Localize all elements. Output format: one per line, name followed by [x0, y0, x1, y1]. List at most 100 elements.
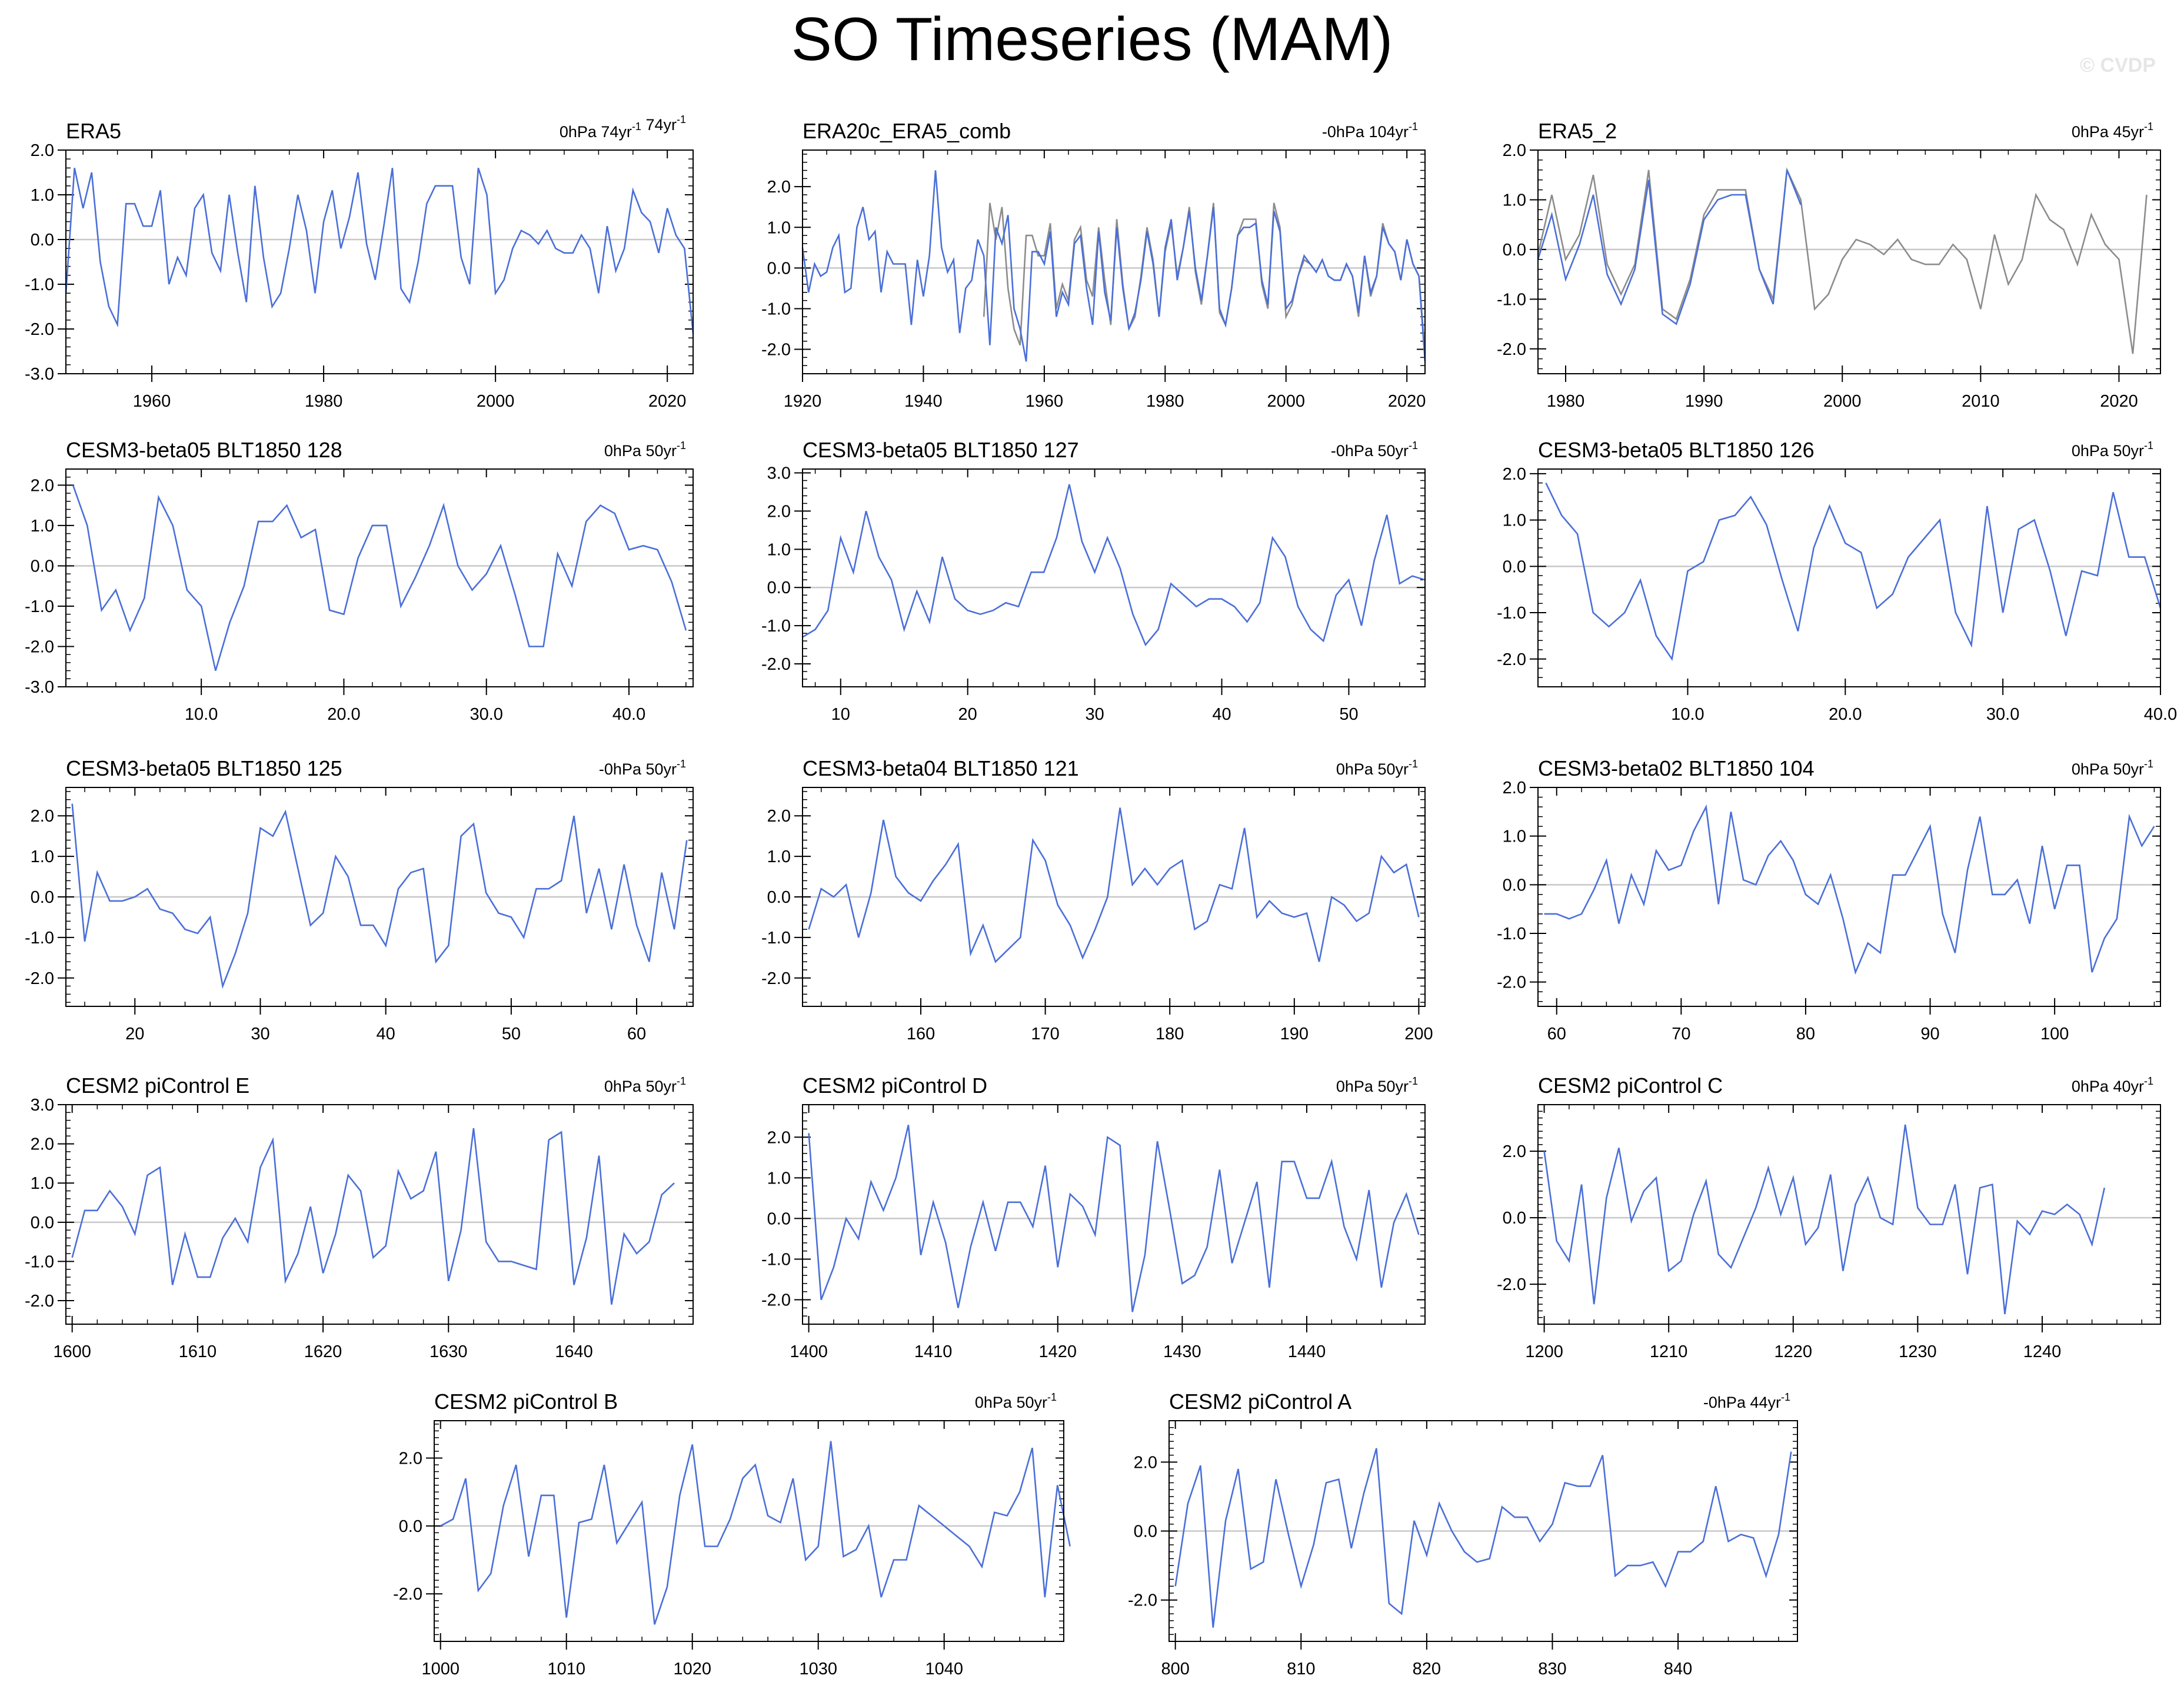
x-tick-label: 80	[1796, 1025, 1815, 1043]
x-tick-label: 1210	[1650, 1342, 1688, 1361]
x-tick-label: 190	[1280, 1025, 1309, 1043]
x-tick-label: 2000	[1267, 392, 1305, 411]
y-tick-label: 2.0	[31, 141, 54, 160]
x-tick-label: 1430	[1163, 1342, 1201, 1361]
x-tick-label: 200	[1404, 1025, 1433, 1043]
chart-title: CESM3-beta05 BLT1850 126	[1538, 438, 1815, 462]
x-tick-label: 820	[1413, 1660, 1441, 1678]
y-tick-label: -1.0	[25, 929, 54, 948]
y-tick-label: -1.0	[25, 275, 54, 294]
x-tick-label: 20.0	[327, 705, 360, 724]
chart-annotation: -0hPa 44yr-1	[1703, 1391, 1790, 1411]
x-tick-label: 180	[1156, 1025, 1184, 1043]
chart-panel-9: CESM3-beta02 BLT1850 104 0hPa 50yr-1 -2.0 -…	[1497, 756, 2161, 1043]
chart-annotation: 0hPa 50yr-1	[2072, 440, 2153, 460]
x-tick-label: 20	[125, 1025, 144, 1043]
chart-title: ERA5_2	[1538, 119, 1617, 143]
chart-title: ERA5	[66, 119, 121, 143]
y-tick-label: 2.0	[31, 1135, 54, 1154]
x-tick-label: 1410	[914, 1342, 953, 1361]
x-tick-label: 90	[1920, 1025, 1939, 1043]
y-tick-label: 2.0	[767, 502, 791, 521]
y-tick-label: -1.0	[761, 1250, 791, 1269]
plot-frame	[65, 787, 694, 1007]
x-tick-label: 1440	[1288, 1342, 1326, 1361]
series-line-1	[71, 803, 688, 989]
x-tick-label: 1940	[904, 392, 943, 411]
y-tick-label: -2.0	[1497, 340, 1526, 359]
chart-panel-11: CESM2 piControl D 0hPa 50yr-1 -2.0 -1.0 0.0 1…	[761, 1073, 1426, 1361]
x-tick-label: 1610	[179, 1342, 217, 1361]
chart-panel-10: CESM2 piControl E 0hPa 50yr-1 -2.0 -1.0 0.0 1…	[25, 1073, 694, 1361]
x-tick-label: 2000	[477, 392, 515, 411]
x-tick-label: 1040	[925, 1660, 963, 1678]
y-tick-label: -1.0	[25, 597, 54, 616]
y-tick-label: -1.0	[25, 1252, 54, 1271]
y-tick-label: 0.0	[31, 557, 54, 576]
x-tick-label: 2010	[1962, 392, 2000, 411]
y-tick-label: -2.0	[25, 1292, 54, 1311]
plot-frame	[802, 468, 1426, 687]
x-tick-label: 1640	[555, 1342, 593, 1361]
plot-frame	[65, 149, 694, 374]
plot-frame	[434, 1420, 1064, 1642]
x-tick-label: 1980	[1547, 392, 1585, 411]
chart-annotation: 0hPa 50yr-1	[975, 1391, 1057, 1411]
x-tick-label: 2000	[1823, 392, 1862, 411]
x-tick-label: 30.0	[1986, 705, 2019, 724]
y-tick-label: -2.0	[761, 969, 791, 988]
y-tick-label: -2.0	[1497, 1275, 1526, 1294]
y-tick-label: -2.0	[25, 320, 54, 339]
plot-frame	[1537, 149, 2161, 374]
chart-title: CESM2 piControl E	[66, 1073, 249, 1098]
series-line-1	[1537, 167, 2148, 354]
x-tick-label: 1980	[305, 392, 343, 411]
series-line-2	[1537, 169, 1802, 325]
x-tick-label: 1920	[784, 392, 822, 411]
y-tick-label: 2.0	[1503, 779, 1526, 797]
x-tick-label: 2020	[1388, 392, 1426, 411]
chart-title: CESM2 piControl A	[1169, 1389, 1351, 1414]
y-tick-label: 1.0	[767, 1169, 791, 1188]
y-tick-label: 2.0	[31, 476, 54, 495]
chart-panel-7: CESM3-beta05 BLT1850 125 -0hPa 50yr-1 -2.0…	[25, 756, 694, 1043]
x-tick-label: 1990	[1685, 392, 1723, 411]
plot-frame	[802, 149, 1426, 374]
chart-annotation: 0hPa 50yr-1	[1336, 758, 1418, 778]
y-tick-label: -3.0	[25, 678, 54, 697]
chart-annotation: 0hPa 74yr-1 74yr-1	[560, 114, 686, 141]
y-tick-label: -2.0	[1497, 650, 1526, 669]
x-tick-label: 40.0	[2144, 705, 2177, 724]
series-line-1	[65, 168, 694, 334]
y-tick-label: 2.0	[399, 1449, 422, 1468]
x-tick-label: 30	[1085, 705, 1104, 724]
x-tick-label: 1620	[304, 1342, 342, 1361]
x-tick-label: 40	[377, 1025, 395, 1043]
chart-annotation: -0hPa 104yr-1	[1322, 121, 1418, 141]
chart-annotation: 0hPa 50yr-1	[604, 440, 686, 460]
x-tick-label: 1980	[1146, 392, 1184, 411]
y-tick-label: -1.0	[761, 929, 791, 948]
y-tick-label: 0.0	[1503, 557, 1526, 576]
y-tick-label: 0.0	[767, 1209, 791, 1228]
x-tick-label: 20.0	[1829, 705, 1862, 724]
x-tick-label: 1230	[1899, 1342, 1937, 1361]
chart-panel-12: CESM2 piControl C 0hPa 40yr-1 -2.0 0.0 2.0 12…	[1497, 1073, 2161, 1361]
x-tick-label: 160	[907, 1025, 935, 1043]
y-tick-label: 0.0	[1134, 1523, 1157, 1541]
y-tick-label: -1.0	[1497, 290, 1526, 309]
chart-title: CESM3-beta04 BLT1850 121	[803, 756, 1079, 780]
y-tick-label: 0.0	[31, 231, 54, 250]
series-line-1	[1545, 483, 2162, 661]
chart-annotation: 0hPa 50yr-1	[2072, 758, 2153, 778]
plot-frame	[1537, 787, 2161, 1007]
chart-title: CESM3-beta02 BLT1850 104	[1538, 756, 1815, 780]
x-tick-label: 70	[1672, 1025, 1690, 1043]
x-tick-label: 1240	[2023, 1342, 2062, 1361]
x-tick-label: 1960	[1026, 392, 1064, 411]
y-tick-label: 2.0	[1503, 1142, 1526, 1161]
chart-panel-2: ERA20c_ERA5_comb -0hPa 104yr-1 -2.0 -1.0 0.0…	[761, 119, 1426, 411]
series-line-1	[808, 1125, 1420, 1312]
y-tick-label: 2.0	[1503, 141, 1526, 160]
x-tick-label: 1630	[430, 1342, 468, 1361]
